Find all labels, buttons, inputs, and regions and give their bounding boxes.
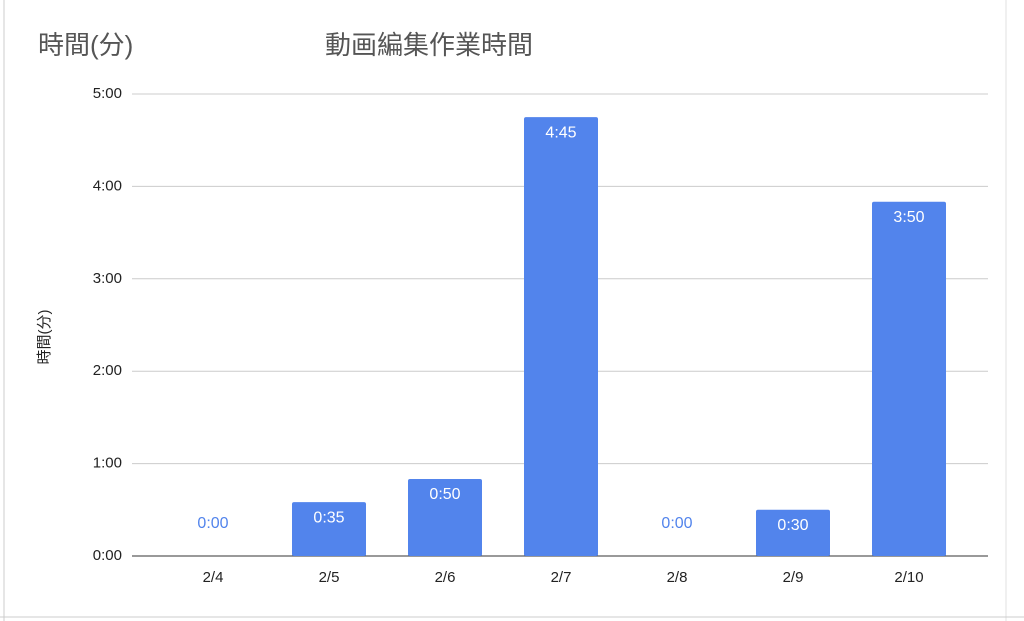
data-label: 0:00 xyxy=(197,515,228,532)
data-label: 4:45 xyxy=(545,124,576,141)
data-label: 0:00 xyxy=(661,515,692,532)
x-tick-label: 2/4 xyxy=(203,569,224,586)
bar xyxy=(292,502,366,556)
bar xyxy=(756,509,830,556)
y-tick-label: 3:00 xyxy=(93,270,122,287)
x-tick-label: 2/6 xyxy=(435,569,456,586)
x-tick-label: 2/8 xyxy=(667,569,688,586)
y-tick-label: 1:00 xyxy=(93,455,122,472)
data-label: 0:50 xyxy=(429,486,460,503)
bar xyxy=(872,201,946,557)
y-axis-label: 時間(分) xyxy=(36,310,53,365)
y-tick-label: 0:00 xyxy=(93,547,122,564)
data-label: 3:50 xyxy=(893,209,924,226)
x-tick-label: 2/7 xyxy=(551,569,572,586)
data-label: 0:30 xyxy=(777,517,808,534)
y-tick-label: 4:00 xyxy=(93,177,122,194)
annotation: 時間(分) xyxy=(38,30,133,60)
bar xyxy=(524,117,598,556)
x-tick-label: 2/5 xyxy=(319,569,340,586)
y-tick-label: 5:00 xyxy=(93,85,122,102)
y-tick-label: 2:00 xyxy=(93,362,122,379)
x-tick-label: 2/10 xyxy=(894,569,923,586)
data-label: 0:35 xyxy=(313,509,344,526)
x-tick-label: 2/9 xyxy=(783,569,804,586)
chart-title: 動画編集作業時間 xyxy=(325,30,533,60)
bar xyxy=(408,479,482,556)
